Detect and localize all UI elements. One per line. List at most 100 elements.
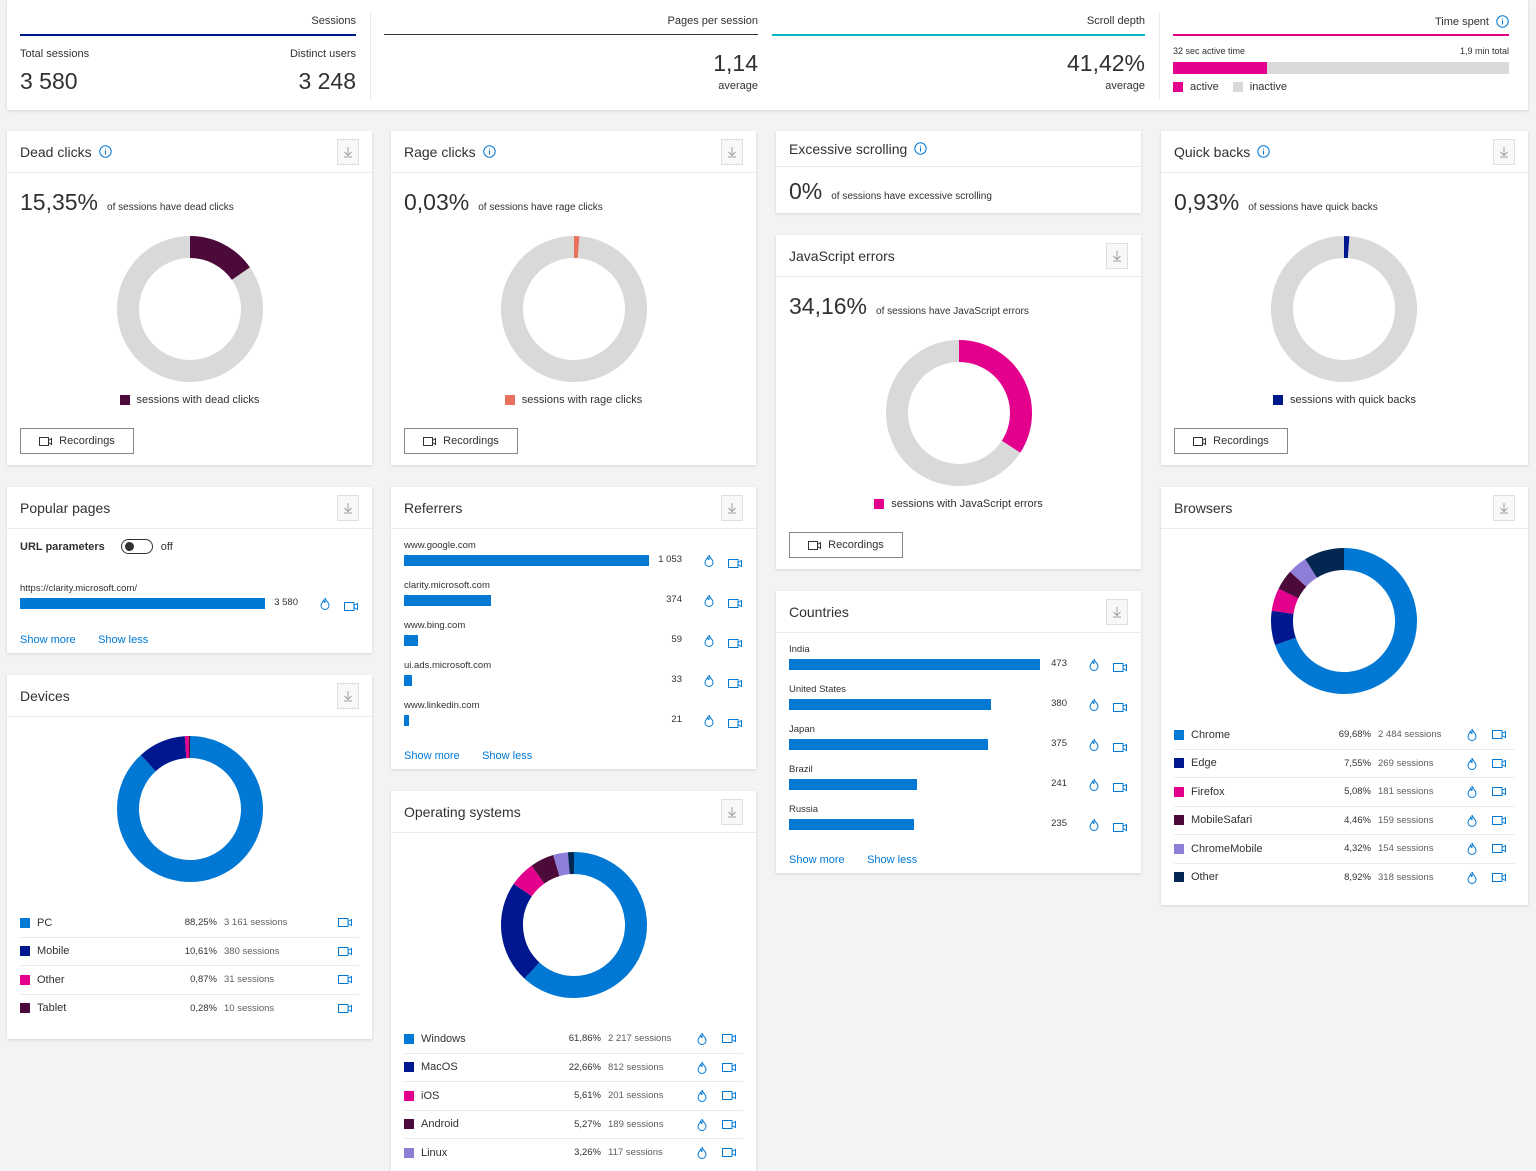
heatmap-icon[interactable] (1467, 871, 1477, 884)
heatmap-button[interactable] (320, 597, 330, 615)
heatmap-icon[interactable] (1089, 658, 1099, 671)
heatmap-button[interactable] (704, 634, 714, 652)
heatmap-button[interactable] (697, 1061, 707, 1077)
heatmap-icon[interactable] (1467, 814, 1477, 827)
recording-button[interactable] (722, 1091, 736, 1103)
info-icon[interactable] (99, 145, 112, 158)
heatmap-button[interactable] (1089, 738, 1099, 756)
recording-button[interactable] (728, 715, 742, 733)
heatmap-icon[interactable] (697, 1032, 707, 1045)
heatmap-icon[interactable] (1089, 778, 1099, 791)
recording-icon[interactable] (338, 918, 352, 927)
recording-button[interactable] (1492, 787, 1506, 799)
recording-icon[interactable] (1113, 703, 1127, 712)
heatmap-button[interactable] (697, 1089, 707, 1105)
url-params-toggle[interactable] (121, 539, 153, 554)
heatmap-icon[interactable] (1467, 785, 1477, 798)
download-button[interactable] (721, 799, 743, 825)
download-button[interactable] (1106, 599, 1128, 625)
recording-icon[interactable] (1492, 844, 1506, 853)
recording-icon[interactable] (1113, 783, 1127, 792)
heatmap-icon[interactable] (1089, 818, 1099, 831)
recording-icon[interactable] (338, 947, 352, 956)
recording-icon[interactable] (728, 719, 742, 728)
info-icon[interactable] (914, 142, 927, 155)
info-icon[interactable] (1257, 145, 1270, 158)
download-button[interactable] (337, 139, 359, 165)
heatmap-button[interactable] (704, 554, 714, 572)
recording-button[interactable] (1113, 659, 1127, 677)
recordings-button[interactable]: Recordings (789, 532, 903, 558)
recording-icon[interactable] (1492, 759, 1506, 768)
recording-button[interactable] (722, 1034, 736, 1046)
download-button[interactable] (721, 139, 743, 165)
heatmap-button[interactable] (1467, 871, 1477, 887)
heatmap-icon[interactable] (1467, 757, 1477, 770)
recording-button[interactable] (722, 1063, 736, 1075)
heatmap-icon[interactable] (697, 1089, 707, 1102)
heatmap-icon[interactable] (697, 1061, 707, 1074)
heatmap-icon[interactable] (704, 554, 714, 567)
recording-button[interactable] (728, 675, 742, 693)
recording-button[interactable] (728, 555, 742, 573)
heatmap-icon[interactable] (704, 674, 714, 687)
recording-icon[interactable] (338, 975, 352, 984)
heatmap-icon[interactable] (1467, 842, 1477, 855)
show-more-link[interactable]: Show more (404, 750, 460, 762)
recording-icon[interactable] (722, 1063, 736, 1072)
heatmap-button[interactable] (1089, 778, 1099, 796)
recording-icon[interactable] (728, 599, 742, 608)
recording-icon[interactable] (728, 639, 742, 648)
recording-button[interactable] (1492, 873, 1506, 885)
heatmap-button[interactable] (1467, 842, 1477, 858)
heatmap-icon[interactable] (697, 1118, 707, 1131)
recording-icon[interactable] (1113, 663, 1127, 672)
recordings-button[interactable]: Recordings (404, 428, 518, 454)
heatmap-button[interactable] (1089, 658, 1099, 676)
download-button[interactable] (721, 495, 743, 521)
recording-button[interactable] (338, 1004, 352, 1016)
recording-button[interactable] (1113, 739, 1127, 757)
heatmap-button[interactable] (697, 1118, 707, 1134)
recording-button[interactable] (722, 1120, 736, 1132)
recording-icon[interactable] (722, 1148, 736, 1157)
info-icon[interactable] (483, 145, 496, 158)
recording-icon[interactable] (728, 559, 742, 568)
heatmap-button[interactable] (697, 1146, 707, 1162)
recording-icon[interactable] (1113, 823, 1127, 832)
recordings-button[interactable]: Recordings (1174, 428, 1288, 454)
heatmap-button[interactable] (1467, 814, 1477, 830)
heatmap-icon[interactable] (1467, 728, 1477, 741)
heatmap-button[interactable] (697, 1032, 707, 1048)
heatmap-icon[interactable] (704, 714, 714, 727)
recording-button[interactable] (1113, 699, 1127, 717)
download-button[interactable] (1493, 495, 1515, 521)
show-less-link[interactable]: Show less (482, 750, 532, 762)
heatmap-icon[interactable] (697, 1146, 707, 1159)
info-icon[interactable] (1496, 15, 1509, 28)
recording-icon[interactable] (1492, 873, 1506, 882)
recording-icon[interactable] (1492, 787, 1506, 796)
heatmap-icon[interactable] (704, 594, 714, 607)
recording-icon[interactable] (722, 1120, 736, 1129)
recording-icon[interactable] (338, 1004, 352, 1013)
download-button[interactable] (1106, 243, 1128, 269)
heatmap-button[interactable] (704, 594, 714, 612)
